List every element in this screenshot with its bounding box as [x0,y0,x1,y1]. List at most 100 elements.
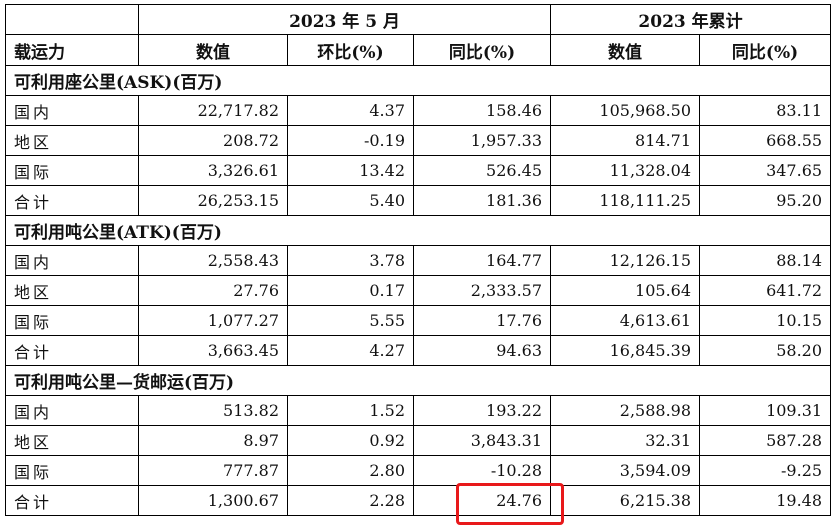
cell-mom: -0.19 [287,125,414,156]
row-name: 合计 [5,485,139,516]
cell-value: 27.76 [138,275,288,306]
row-name: 国内 [5,95,139,126]
section-title: 可利用座公里(ASK)(百万) [4,65,832,96]
cell-cum-value: 2,588.98 [550,395,701,426]
header-row-columns: 载运力 数值 环比(%) 同比(%) 数值 同比(%) [5,34,832,66]
cell-value: 3,326.61 [138,155,288,186]
section-header-row: 可利用吨公里—货邮运(百万) [4,365,832,396]
cell-cum-value: 16,845.39 [550,335,701,366]
cell-cum-yoy: 587.28 [699,425,832,456]
cell-mom: 3.78 [287,245,414,276]
section-header-row: 可利用吨公里(ATK)(百万) [4,215,832,246]
cell-value: 1,077.27 [138,305,288,336]
cell-value: 8.97 [138,425,288,456]
cell-yoy: 158.46 [412,95,552,126]
header-row-groups: 2023 年 5 月 2023 年累计 [5,4,832,35]
cell-cum-yoy: 19.48 [699,485,832,516]
cell-mom: 5.55 [287,305,414,336]
cell-yoy: -10.28 [412,455,552,486]
row-name: 国际 [5,155,139,186]
cell-cum-yoy: 347.65 [699,155,832,186]
cell-value: 777.87 [138,455,288,486]
section-header-row: 可利用座公里(ASK)(百万) [4,65,832,96]
cell-cum-value: 4,613.61 [550,305,701,336]
cell-cum-value: 814.71 [550,125,701,156]
cell-mom: 2.80 [287,455,414,486]
row-name: 国际 [5,455,139,486]
row-name: 地区 [5,425,139,456]
cell-value: 1,300.67 [138,485,288,516]
cell-value: 3,663.45 [138,335,288,366]
cell-mom: 0.17 [287,275,414,306]
cell-yoy: 17.76 [412,305,552,336]
table-row: 地区 27.76 0.17 2,333.57 105.64 641.72 [5,275,832,306]
capacity-table: 2023 年 5 月 2023 年累计 载运力 数值 环比(%) 同比(%) 数… [4,4,832,516]
cell-cum-value: 118,111.25 [550,185,701,216]
cell-cum-yoy: -9.25 [699,455,832,486]
cell-yoy: 3,843.31 [412,425,552,456]
cell-yoy: 181.36 [412,185,552,216]
cell-mom: 13.42 [287,155,414,186]
header-month-group: 2023 年 5 月 [137,4,552,35]
cell-cum-value: 32.31 [550,425,701,456]
cell-cum-yoy: 95.20 [699,185,832,216]
header-cum-yoy: 同比(%) [699,34,832,66]
cell-yoy: 164.77 [412,245,552,276]
header-cum-value: 数值 [550,34,701,66]
cell-yoy: 24.76 [412,485,552,516]
cell-yoy: 526.45 [412,155,552,186]
cell-value: 513.82 [138,395,288,426]
cell-mom: 4.27 [287,335,414,366]
cell-cum-yoy: 668.55 [699,125,832,156]
cell-cum-yoy: 83.11 [699,95,832,126]
section-title: 可利用吨公里(ATK)(百万) [4,215,832,246]
cell-yoy: 193.22 [412,395,552,426]
table-row: 合计 1,300.67 2.28 24.76 6,215.38 19.48 [5,485,832,516]
cell-cum-yoy: 58.20 [699,335,832,366]
table-row: 国内 513.82 1.52 193.22 2,588.98 109.31 [5,395,832,426]
cell-cum-value: 11,328.04 [550,155,701,186]
cell-mom: 0.92 [287,425,414,456]
cell-mom: 2.28 [287,485,414,516]
table-row: 国际 3,326.61 13.42 526.45 11,328.04 347.65 [5,155,832,186]
table-body: 可利用座公里(ASK)(百万) 国内 22,717.82 4.37 158.46 105,… [4,65,832,516]
row-name: 国际 [5,305,139,336]
cell-cum-value: 105,968.50 [550,95,701,126]
table-row: 国内 22,717.82 4.37 158.46 105,968.50 83.11 [5,95,832,126]
cell-value: 26,253.15 [138,185,288,216]
cell-mom: 1.52 [287,395,414,426]
table-row: 国际 777.87 2.80 -10.28 3,594.09 -9.25 [5,455,832,486]
header-mom: 环比(%) [287,34,414,66]
row-name: 合计 [5,185,139,216]
table-row: 国际 1,077.27 5.55 17.76 4,613.61 10.15 [5,305,832,336]
section-title: 可利用吨公里—货邮运(百万) [4,365,832,396]
table-row: 合计 26,253.15 5.40 181.36 118,111.25 95.20 [5,185,832,216]
cell-mom: 5.40 [287,185,414,216]
cell-cum-yoy: 641.72 [699,275,832,306]
row-name: 地区 [5,275,139,306]
row-name: 国内 [5,395,139,426]
cell-cum-yoy: 10.15 [699,305,832,336]
row-name: 地区 [5,125,139,156]
table-row: 国内 2,558.43 3.78 164.77 12,126.15 88.14 [5,245,832,276]
table-row: 地区 208.72 -0.19 1,957.33 814.71 668.55 [5,125,832,156]
cell-yoy: 1,957.33 [412,125,552,156]
header-yoy: 同比(%) [412,34,552,66]
row-name: 合计 [5,335,139,366]
cell-yoy: 2,333.57 [412,275,552,306]
header-capacity: 载运力 [5,34,139,66]
cell-value: 22,717.82 [138,95,288,126]
table-row: 合计 3,663.45 4.27 94.63 16,845.39 58.20 [5,335,832,366]
cell-cum-yoy: 88.14 [699,245,832,276]
cell-cum-value: 3,594.09 [550,455,701,486]
cell-mom: 4.37 [287,95,414,126]
row-name: 国内 [5,245,139,276]
cell-cum-value: 105.64 [550,275,701,306]
header-cumulative-group: 2023 年累计 [550,4,832,35]
cell-cum-yoy: 109.31 [699,395,832,426]
header-empty-cell [5,4,139,35]
cell-yoy: 94.63 [412,335,552,366]
header-value: 数值 [138,34,288,66]
table-row: 地区 8.97 0.92 3,843.31 32.31 587.28 [5,425,832,456]
cell-cum-value: 6,215.38 [550,485,701,516]
